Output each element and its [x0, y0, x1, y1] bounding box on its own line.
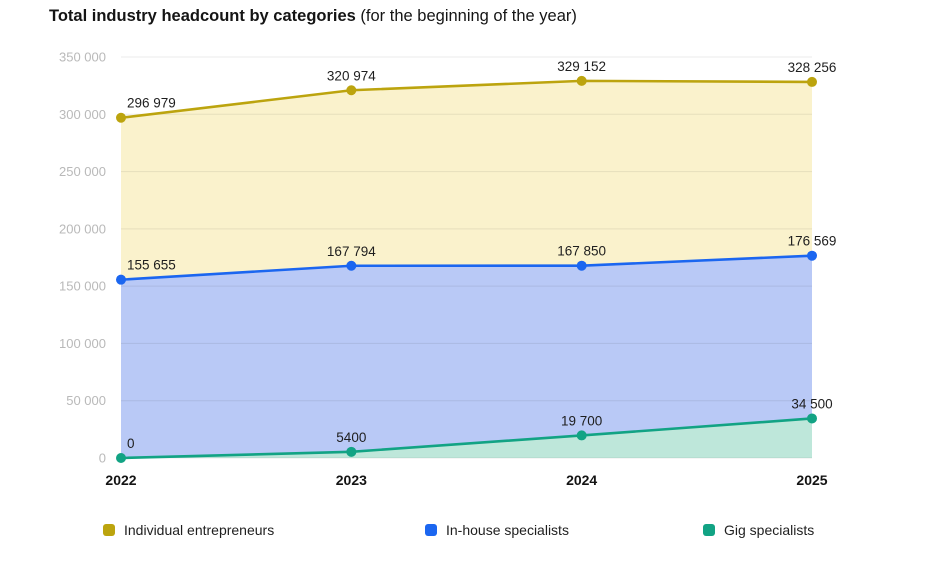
legend-swatch-icon — [425, 524, 437, 536]
data-label: 155 655 — [127, 258, 176, 273]
data-point — [576, 75, 587, 86]
data-point — [346, 446, 357, 457]
legend-label: In-house specialists — [446, 522, 569, 538]
x-tick-label: 2024 — [566, 472, 597, 488]
series-line — [120, 79, 813, 120]
page-title: Total industry headcount by categories (… — [49, 7, 577, 26]
x-tick-label: 2023 — [336, 472, 367, 488]
data-point — [116, 453, 126, 463]
data-point — [576, 430, 587, 441]
legend-item-individual-entrepreneurs: Individual entrepreneurs — [103, 520, 274, 540]
legend-item-gig-specialists: Gig specialists — [703, 520, 814, 540]
data-label: 176 569 — [788, 234, 837, 249]
legend-swatch-icon — [703, 524, 715, 536]
data-label: 0 — [127, 436, 135, 451]
data-point — [116, 112, 126, 123]
y-tick-label: 250 000 — [59, 164, 106, 179]
x-tick-label: 2025 — [796, 472, 827, 488]
data-label: 5400 — [336, 430, 366, 445]
legend-swatch-icon — [103, 524, 115, 536]
series-area — [121, 255, 812, 458]
data-point — [346, 85, 357, 96]
series-area — [121, 418, 812, 458]
data-point — [576, 260, 587, 271]
headcount-area-chart: 0 50 000 100 000 150 000 200 000 250 000 300 0… — [59, 50, 837, 489]
x-tick-label: 2022 — [105, 472, 136, 488]
data-point — [116, 274, 126, 285]
chart-legend: Individual entrepreneurs In-house specia… — [0, 520, 950, 544]
data-label: 19 700 — [561, 413, 602, 428]
series-line — [120, 417, 813, 460]
legend-label: Individual entrepreneurs — [124, 522, 275, 538]
data-label: 167 850 — [557, 244, 606, 259]
y-tick-label: 350 000 — [59, 50, 106, 65]
data-label: 296 979 — [127, 96, 176, 111]
data-label: 320 974 — [327, 68, 376, 83]
data-point — [346, 260, 357, 271]
data-point — [807, 76, 817, 87]
legend-item-in-house-specialists: In-house specialists — [425, 520, 569, 540]
data-label: 328 256 — [788, 60, 837, 75]
data-label: 34 500 — [791, 396, 832, 411]
page-title-bold: Total industry headcount by categories — [49, 7, 356, 25]
series-line — [120, 254, 813, 281]
data-label: 329 152 — [557, 59, 606, 74]
legend-label: Gig specialists — [724, 522, 815, 538]
page-title-subtitle: (for the beginning of the year) — [355, 7, 577, 25]
y-tick-label: 0 — [99, 451, 106, 466]
y-tick-label: 300 000 — [59, 107, 106, 122]
y-tick-label: 200 000 — [59, 221, 106, 236]
y-tick-label: 100 000 — [59, 336, 106, 351]
data-label: 167 794 — [327, 244, 376, 259]
y-tick-label: 150 000 — [59, 279, 106, 294]
data-point — [807, 413, 817, 424]
data-point — [807, 250, 817, 261]
y-tick-label: 50 000 — [66, 393, 106, 408]
